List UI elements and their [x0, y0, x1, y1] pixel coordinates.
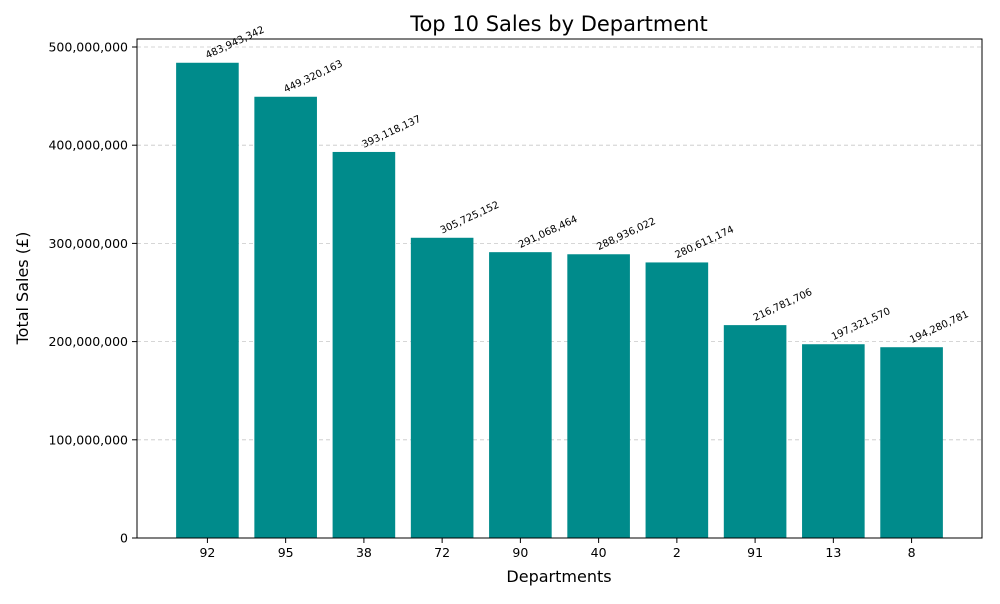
- value-label: 216,781,706: [752, 287, 814, 324]
- x-tick-label: 72: [434, 545, 450, 560]
- y-axis-ticks: 0 100,000,000 200,000,000 300,000,000 400,00…: [48, 39, 137, 546]
- bar-dept-40: [567, 254, 630, 538]
- y-tick-label: 400,000,000: [48, 138, 128, 153]
- x-tick-label: 92: [199, 545, 215, 560]
- value-label: 280,611,174: [673, 224, 735, 261]
- bar-dept-8: [880, 347, 943, 538]
- x-tick-label: 2: [673, 545, 681, 560]
- value-label: 483,943,342: [204, 25, 266, 62]
- x-tick-label: 8: [908, 545, 916, 560]
- bar-dept-92: [176, 62, 239, 539]
- value-label: 288,936,022: [595, 216, 657, 253]
- y-tick-label: 100,000,000: [48, 432, 128, 447]
- y-tick-label: 200,000,000: [48, 334, 128, 349]
- chart-title: Top 10 Sales by Department: [409, 12, 708, 36]
- x-tick-label: 38: [356, 545, 372, 560]
- value-label: 449,320,163: [282, 59, 344, 96]
- value-label: 305,725,152: [439, 200, 501, 237]
- y-tick-label: 500,000,000: [48, 39, 128, 54]
- y-tick-label: 300,000,000: [48, 236, 128, 251]
- bars: [176, 62, 943, 539]
- bar-dept-13: [802, 344, 865, 538]
- x-tick-label: 91: [747, 545, 763, 560]
- y-axis-label: Total Sales (£): [13, 232, 32, 346]
- bar-dept-95: [254, 96, 317, 539]
- value-label: 291,068,464: [517, 214, 579, 251]
- x-tick-label: 90: [512, 545, 528, 560]
- y-tick-label: 0: [120, 531, 128, 546]
- bar-dept-72: [410, 237, 474, 538]
- x-tick-label: 40: [591, 545, 607, 560]
- bar-dept-90: [489, 252, 552, 539]
- x-axis-ticks: 92 95 38 72 90 40 2 91 13 8: [199, 538, 916, 560]
- bar-dept-38: [332, 151, 396, 538]
- value-label: 194,280,781: [908, 309, 970, 346]
- bar-dept-2: [645, 262, 709, 538]
- x-tick-label: 95: [278, 545, 294, 560]
- x-axis-label: Departments: [506, 567, 611, 586]
- axes-frame: [136, 38, 983, 539]
- x-tick-label: 13: [825, 545, 841, 560]
- value-label: 197,321,570: [830, 306, 892, 343]
- bar-dept-91: [723, 325, 787, 538]
